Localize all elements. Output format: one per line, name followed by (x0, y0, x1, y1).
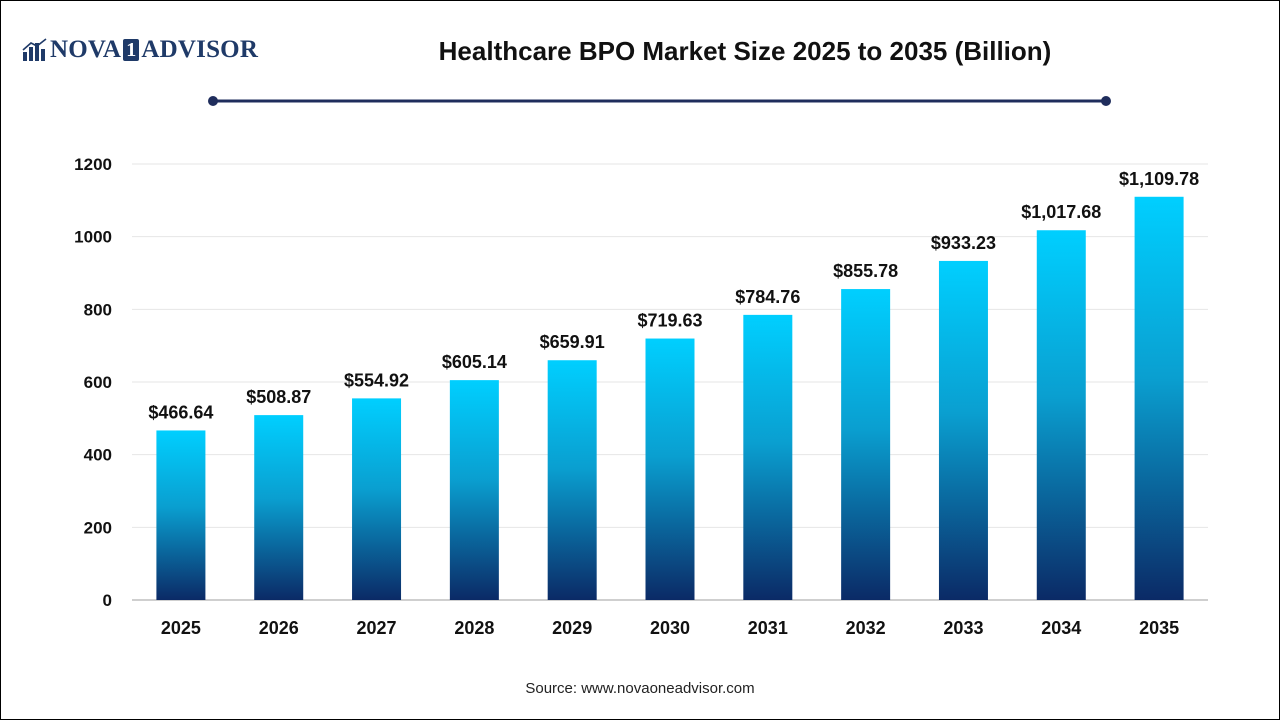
y-tick-label: 1000 (74, 228, 112, 247)
bar-2035 (1134, 196, 1184, 600)
bar-2028 (449, 380, 499, 600)
value-label-2025: $466.64 (148, 402, 213, 422)
value-labels: $466.64 $508.87 $554.92 $605.14 $659.91 $719.… (148, 169, 1199, 423)
logo-text-advisor: ADVISOR (141, 36, 259, 63)
bar-2032 (841, 289, 891, 600)
bar-2030 (645, 338, 695, 600)
value-label-2027: $554.92 (344, 370, 409, 390)
bar-2026 (254, 415, 304, 600)
bar-2027 (352, 398, 402, 600)
chart-title: Healthcare BPO Market Size 2025 to 2035 … (438, 36, 1052, 66)
value-label-2034: $1,017.68 (1021, 202, 1101, 222)
logo-text-one: 1 (123, 39, 140, 61)
x-tick-label-2035: 2035 (1139, 618, 1179, 638)
title-underline (208, 96, 1111, 106)
x-tick-label-2031: 2031 (748, 618, 788, 638)
value-label-2029: $659.91 (540, 332, 605, 352)
bars (156, 196, 1184, 601)
x-tick-label-2028: 2028 (454, 618, 494, 638)
y-tick-label: 1200 (74, 155, 112, 174)
bar-2025 (156, 430, 206, 600)
y-tick-label: 0 (103, 591, 112, 610)
y-tick-label: 200 (84, 518, 112, 537)
y-axis-ticks: 0 200 400 600 800 1000 1200 (74, 155, 112, 610)
value-label-2032: $855.78 (833, 261, 898, 281)
x-tick-label-2025: 2025 (161, 618, 201, 638)
x-tick-label-2032: 2032 (846, 618, 886, 638)
x-tick-label-2033: 2033 (943, 618, 983, 638)
x-tick-label-2027: 2027 (357, 618, 397, 638)
bar-2033 (938, 260, 988, 600)
bar-chart-logo-icon (22, 38, 47, 61)
x-axis-ticks: 2025 2026 2027 2028 2029 2030 2031 2032 2033 2034… (161, 618, 1179, 638)
y-tick-label: 600 (84, 373, 112, 392)
x-tick-label-2034: 2034 (1041, 618, 1081, 638)
logo-text: NOVA 1 ADVISOR (50, 36, 258, 64)
logo-text-nova: NOVA (50, 36, 122, 63)
value-label-2031: $784.76 (735, 287, 800, 307)
value-label-2035: $1,109.78 (1119, 169, 1199, 189)
y-tick-label: 800 (84, 300, 112, 319)
logo: NOVA 1 ADVISOR (22, 36, 258, 64)
value-label-2026: $508.87 (246, 387, 311, 407)
source-note: Source: www.novaoneadvisor.com (525, 680, 755, 697)
x-tick-label-2030: 2030 (650, 618, 690, 638)
bar-2034 (1036, 230, 1086, 601)
value-label-2030: $719.63 (637, 311, 702, 331)
y-tick-label: 400 (84, 446, 112, 465)
value-label-2033: $933.23 (931, 233, 996, 253)
bar-2031 (743, 314, 793, 600)
bar-2029 (547, 360, 597, 600)
value-label-2028: $605.14 (442, 352, 507, 372)
x-tick-label-2026: 2026 (259, 618, 299, 638)
x-tick-label-2029: 2029 (552, 618, 592, 638)
